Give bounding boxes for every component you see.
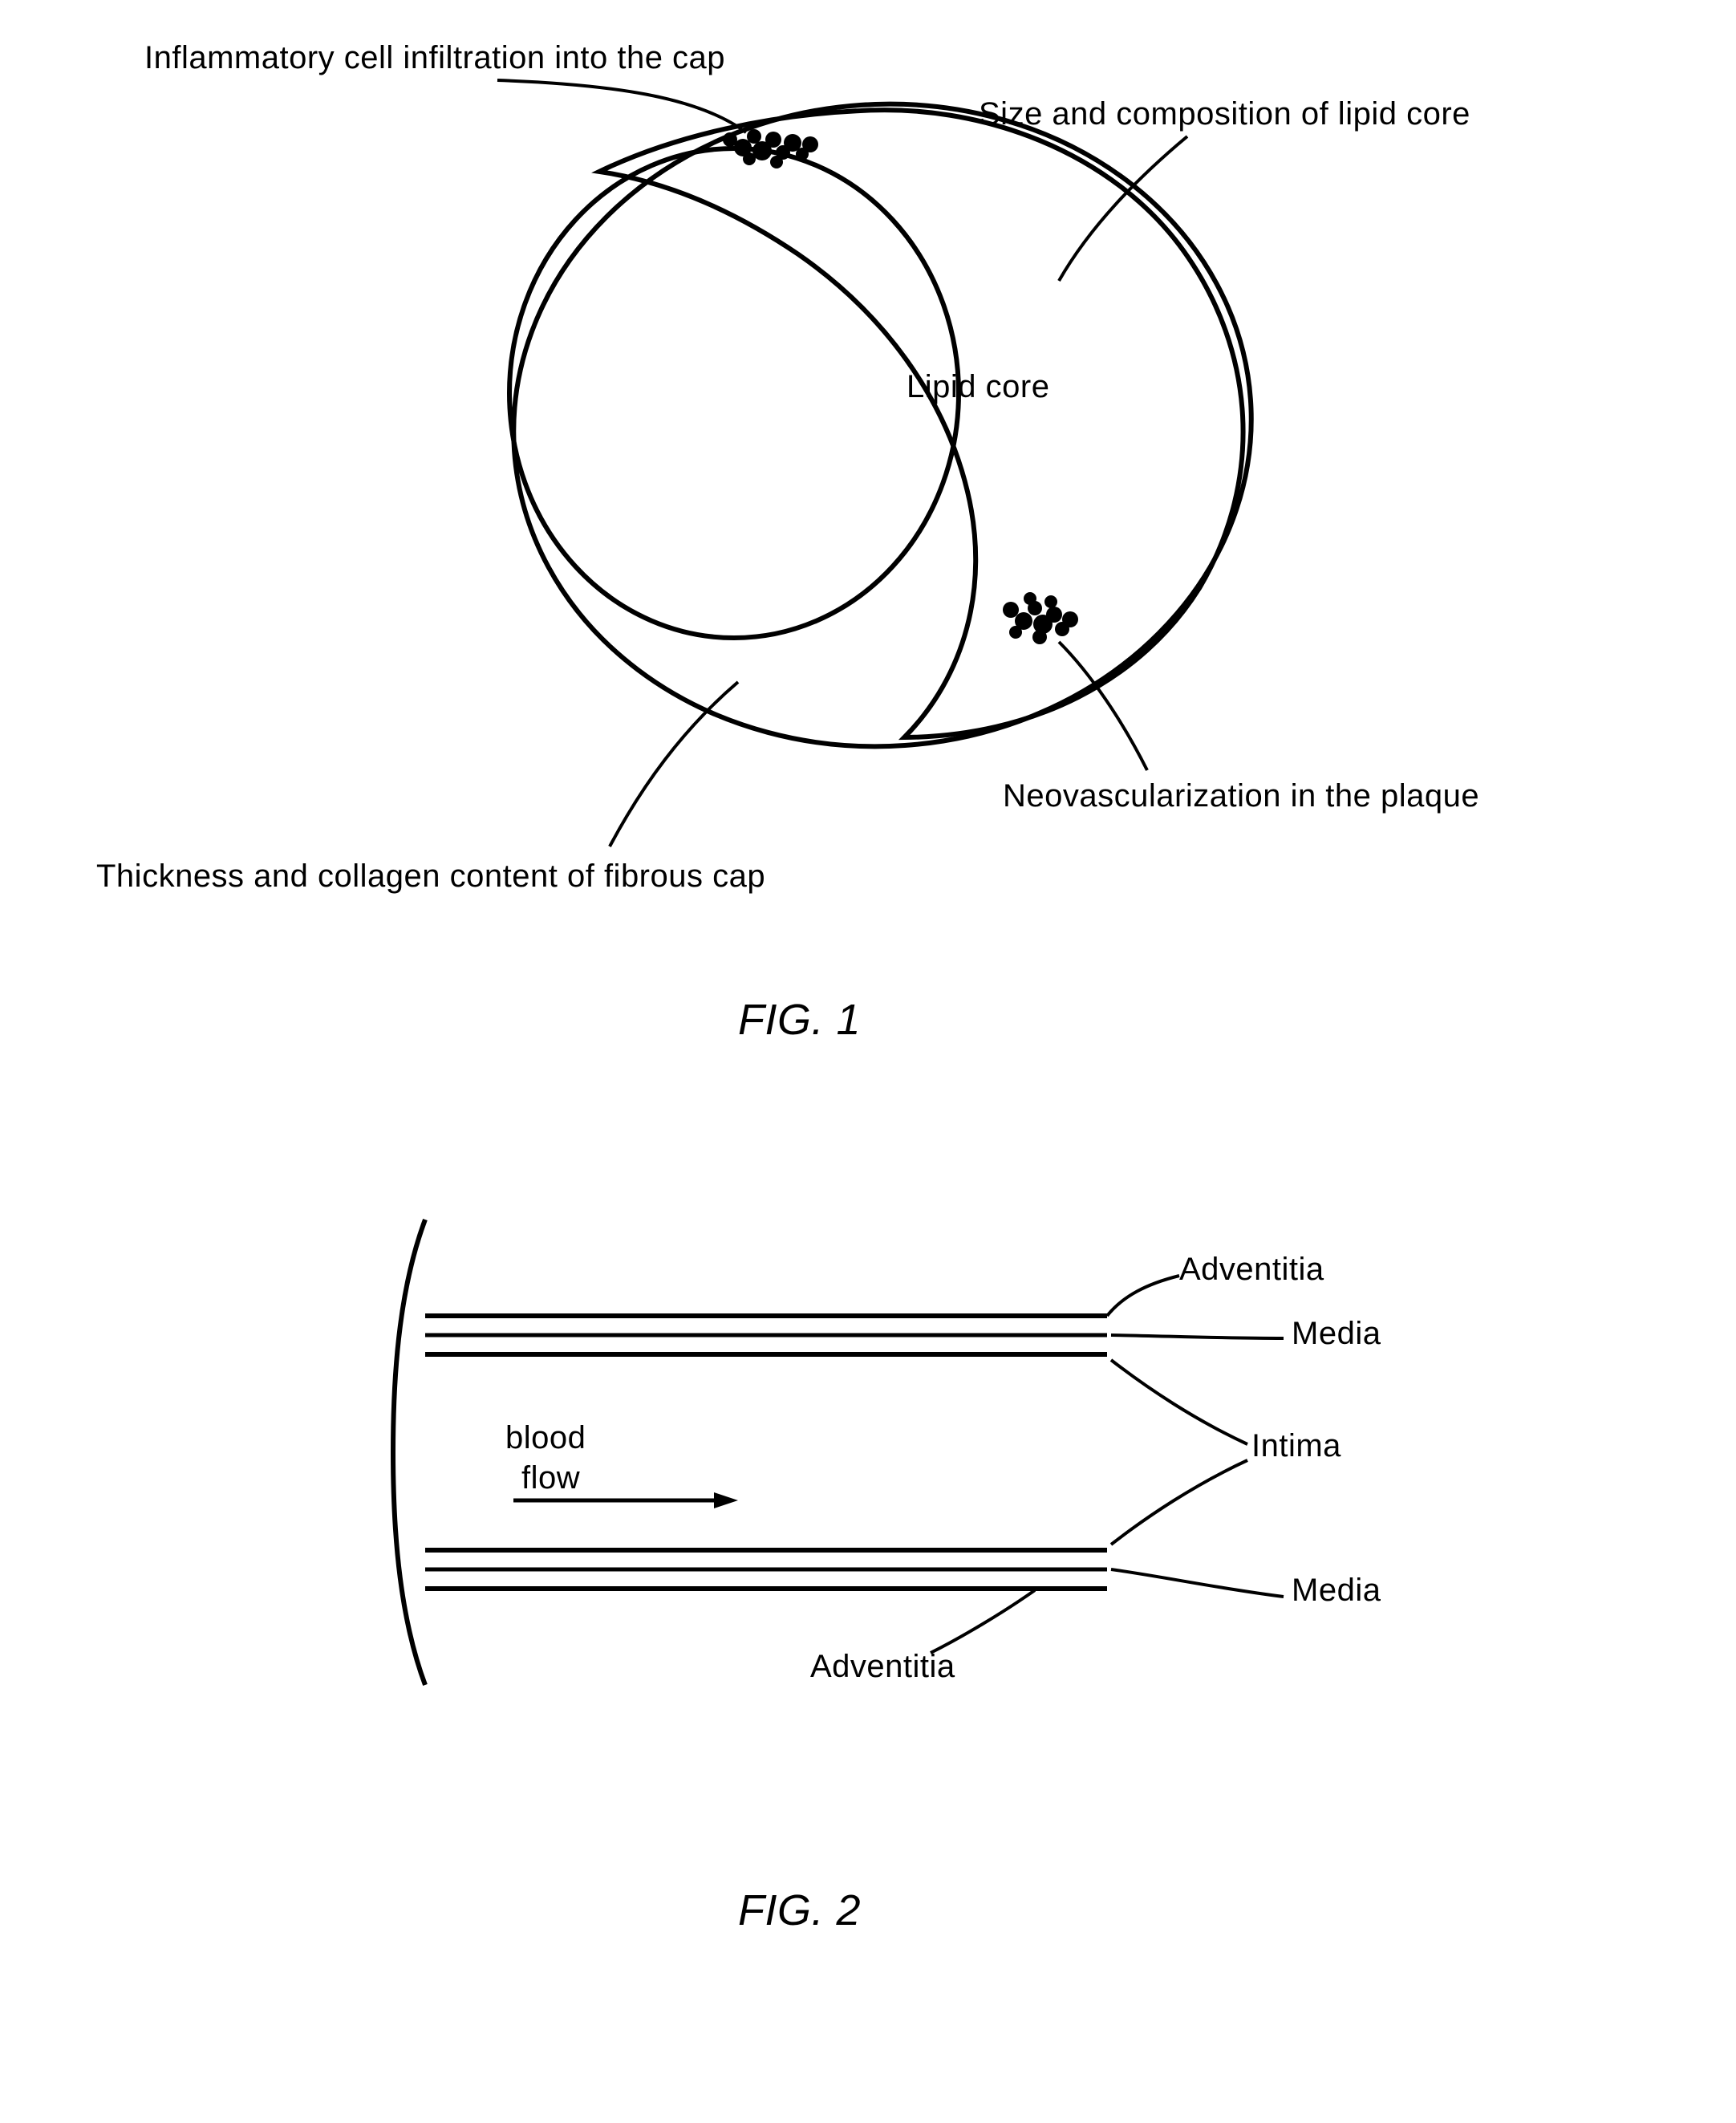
fig1-group: [492, 79, 1273, 846]
label-blood: blood: [505, 1420, 586, 1456]
label-thickness: Thickness and collagen content of fibrou…: [96, 859, 765, 895]
label-lipid-size: Size and composition of lipid core: [979, 96, 1470, 132]
label-neovascular: Neovascularization in the plaque: [1003, 778, 1479, 814]
fig1-caption: FIG. 1: [738, 995, 861, 1045]
lumen-ellipse: [509, 148, 959, 638]
label-media-top: Media: [1292, 1316, 1381, 1352]
leader-intima-down: [1111, 1460, 1247, 1545]
branch-curve: [393, 1220, 425, 1685]
fig2-svg: [0, 1163, 1736, 1886]
label-intima: Intima: [1251, 1428, 1341, 1464]
label-flow: flow: [521, 1460, 580, 1496]
neovascular-cells-cluster: [1003, 592, 1078, 644]
fig1-svg: [0, 0, 1736, 963]
leader-media-top: [1111, 1335, 1284, 1338]
leader-inflammatory: [497, 80, 746, 132]
leader-adventitia-top: [1107, 1276, 1179, 1316]
outer-vessel-ellipse: [492, 79, 1273, 771]
leader-media-bot: [1111, 1569, 1284, 1597]
leader-thickness: [610, 682, 738, 846]
label-adventitia-top: Adventitia: [1179, 1252, 1324, 1288]
fibrous-cap-inner-path: [596, 85, 1263, 757]
label-media-bot: Media: [1292, 1573, 1381, 1609]
leader-adventitia-bot: [931, 1590, 1035, 1653]
label-inflammatory: Inflammatory cell infiltration into the …: [144, 40, 725, 76]
label-adventitia-bot: Adventitia: [810, 1649, 955, 1685]
fig2-caption: FIG. 2: [738, 1886, 861, 1935]
leader-intima-up: [1111, 1360, 1247, 1444]
label-lipid-core: Lipid core: [907, 369, 1049, 405]
